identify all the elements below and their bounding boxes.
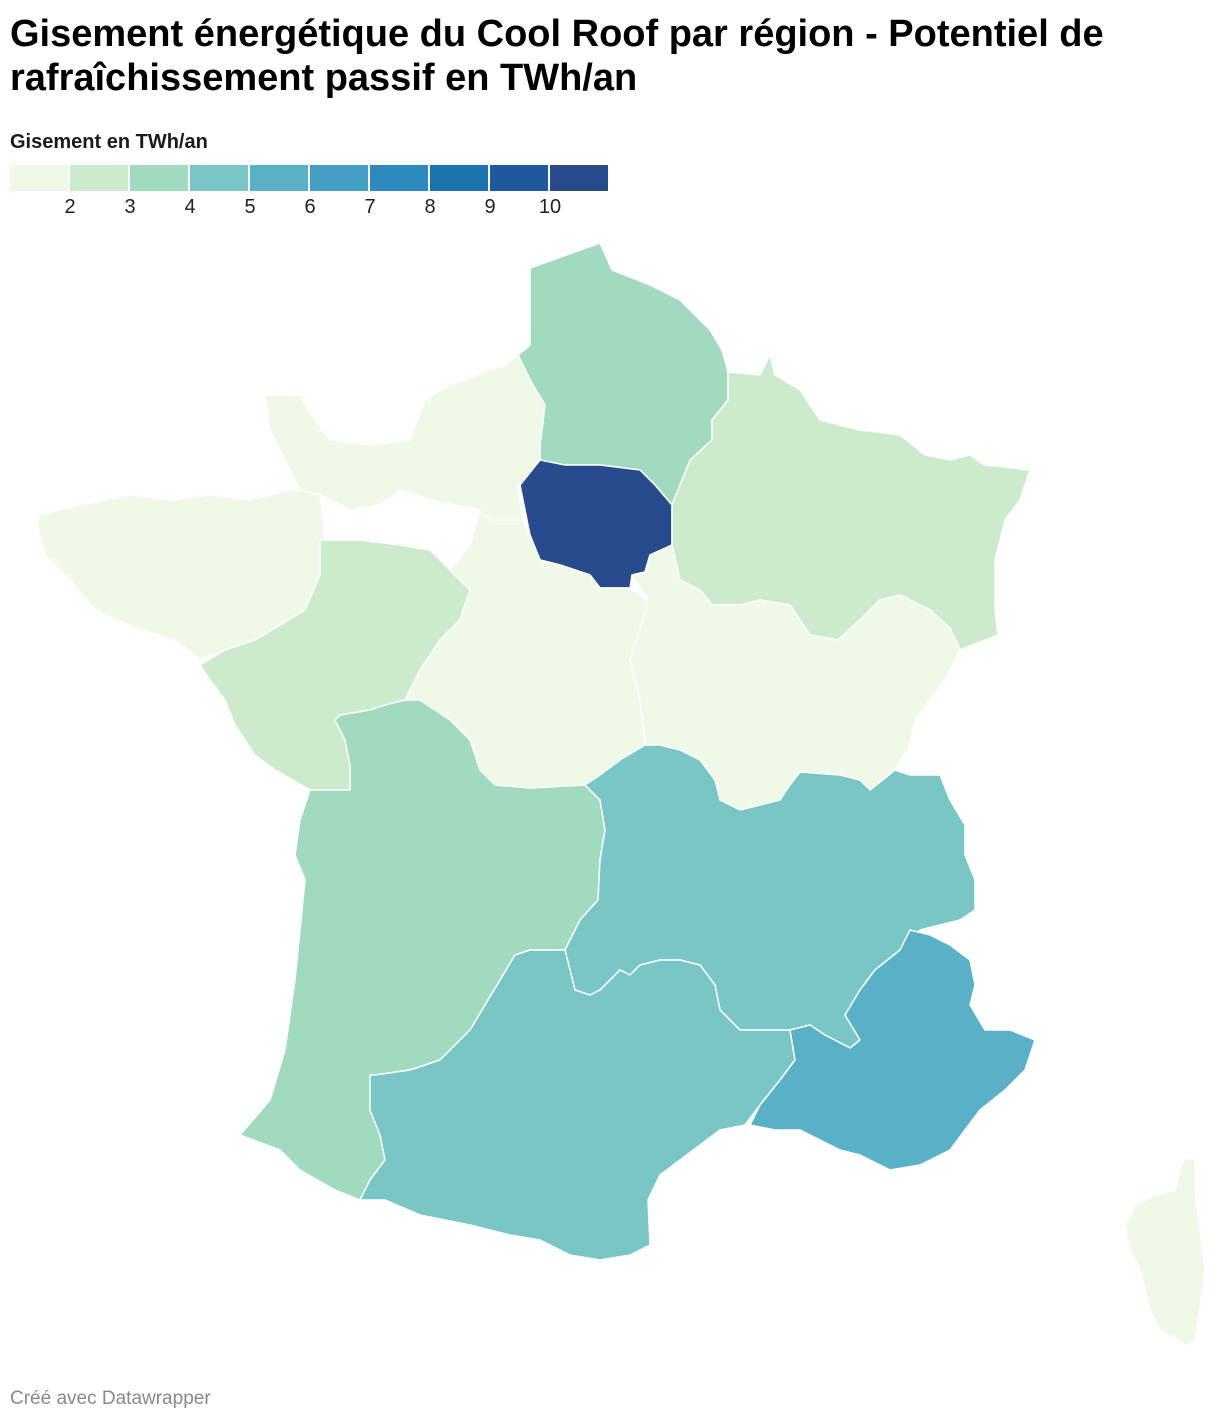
footer-credit: Créé avec Datawrapper bbox=[10, 1388, 211, 1409]
legend-tick-label: 2 bbox=[64, 196, 76, 218]
legend-title: Gisement en TWh/an bbox=[10, 131, 208, 153]
legend-swatch bbox=[10, 165, 68, 191]
legend-swatch bbox=[190, 165, 248, 191]
legend-tick-label: 3 bbox=[124, 196, 136, 218]
legend-swatch bbox=[550, 165, 608, 191]
legend-swatch bbox=[430, 165, 488, 191]
legend-swatch bbox=[130, 165, 188, 191]
region-corse[interactable]: Corse bbox=[1124, 1157, 1206, 1346]
legend-swatch bbox=[250, 165, 308, 191]
legend-ticks: 2 3 4 5 6 7 8 9 10 bbox=[10, 196, 610, 222]
legend-tick-label: 6 bbox=[304, 196, 316, 218]
legend-swatch bbox=[370, 165, 428, 191]
chart-title: Gisement énergétique du Cool Roof par ré… bbox=[10, 13, 1104, 99]
legend-tick-label: 7 bbox=[364, 196, 376, 218]
legend-tick-label: 10 bbox=[538, 196, 562, 218]
legend-tick-label: 5 bbox=[244, 196, 256, 218]
legend-tick-label: 9 bbox=[484, 196, 496, 218]
legend-swatch bbox=[490, 165, 548, 191]
region-provence-alpes-cote-d-azur[interactable]: Provence-Alpes-Côte d'Azur bbox=[749, 929, 1036, 1171]
legend-color-scale bbox=[10, 165, 610, 191]
legend-swatch bbox=[310, 165, 368, 191]
legend-tick-label: 8 bbox=[424, 196, 436, 218]
legend-swatch bbox=[70, 165, 128, 191]
legend-tick-label: 4 bbox=[184, 196, 196, 218]
france-regions-map: Hauts-de-France Normandie Bretagne Île-d… bbox=[37, 242, 1206, 1346]
